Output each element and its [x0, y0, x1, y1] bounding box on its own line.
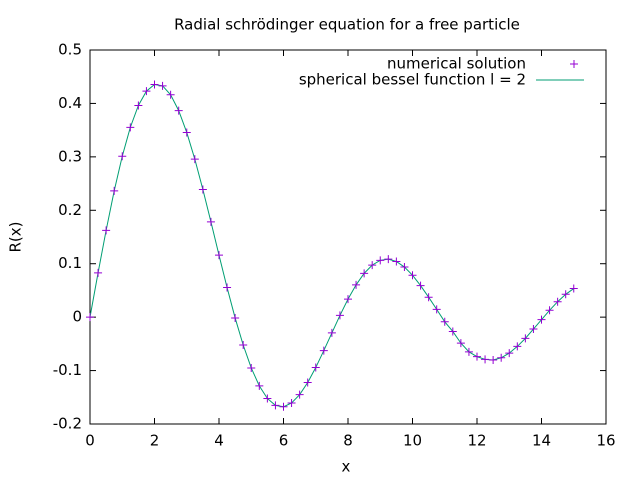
data-point	[505, 349, 514, 358]
data-point	[198, 185, 207, 194]
data-point	[263, 394, 272, 403]
data-point	[360, 269, 369, 278]
data-point	[166, 90, 175, 99]
x-tick-label: 4	[214, 432, 224, 450]
data-point	[400, 263, 409, 272]
legend-label: spherical bessel function l = 2	[299, 71, 526, 89]
data-point	[118, 152, 127, 161]
data-point	[553, 297, 562, 306]
x-axis-label: x	[342, 458, 351, 476]
x-tick-label: 12	[467, 432, 486, 450]
data-point	[247, 363, 256, 372]
data-point	[376, 256, 385, 265]
data-point	[537, 315, 546, 324]
data-point	[569, 284, 578, 293]
data-point	[335, 311, 344, 320]
y-tick-label: -0.1	[53, 361, 82, 379]
data-point	[150, 80, 159, 89]
data-point	[448, 327, 457, 336]
data-point	[456, 339, 465, 348]
data-point	[126, 123, 135, 132]
data-point	[110, 186, 119, 195]
legend-symbol	[570, 60, 578, 68]
y-axis-label: R(x)	[7, 221, 25, 252]
data-point	[239, 341, 248, 350]
data-point	[311, 363, 320, 372]
y-tick-label: 0.3	[58, 147, 82, 165]
data-point	[142, 87, 151, 96]
data-point	[344, 295, 352, 304]
data-point	[440, 317, 449, 326]
data-point	[134, 101, 143, 110]
data-point	[206, 217, 215, 226]
data-point	[190, 155, 199, 164]
data-point	[416, 281, 425, 290]
data-point	[513, 342, 522, 351]
y-tick-label: -0.2	[53, 415, 82, 433]
data-point	[223, 283, 232, 292]
data-point	[473, 352, 481, 361]
data-point	[432, 305, 441, 314]
data-point	[295, 390, 304, 399]
data-point	[182, 128, 191, 137]
data-point	[319, 346, 328, 355]
x-tick-label: 0	[85, 432, 95, 450]
chart-title: Radial schrödinger equation for a free p…	[174, 16, 520, 34]
data-point	[279, 402, 288, 411]
data-point	[521, 334, 530, 343]
y-tick-label: 0	[72, 308, 82, 326]
y-tick-label: 0.2	[58, 201, 82, 219]
plot-border	[89, 49, 607, 425]
data-point	[174, 106, 183, 115]
data-point	[497, 353, 506, 362]
x-tick-label: 16	[596, 432, 615, 450]
x-tick-label: 8	[343, 432, 353, 450]
data-point	[327, 328, 336, 337]
data-point	[271, 401, 280, 410]
data-point	[102, 226, 111, 235]
data-point	[368, 261, 377, 270]
data-point	[529, 325, 538, 334]
x-tick-label: 10	[403, 432, 422, 450]
data-point	[287, 399, 296, 408]
y-tick-label: 0.4	[58, 94, 82, 112]
data-point	[489, 355, 498, 364]
data-point	[158, 81, 167, 90]
data-point	[352, 280, 361, 289]
data-point	[561, 290, 570, 299]
legend-label: numerical solution	[387, 55, 526, 73]
data-point	[215, 251, 223, 260]
data-point	[424, 293, 433, 302]
x-tick-label: 14	[532, 432, 551, 450]
x-tick-label: 6	[279, 432, 289, 450]
data-point	[464, 347, 473, 356]
data-point	[303, 378, 312, 387]
data-point	[94, 268, 103, 277]
data-point	[392, 257, 401, 266]
data-point	[481, 355, 490, 364]
y-tick-label: 0.1	[58, 254, 82, 272]
x-tick-label: 2	[150, 432, 160, 450]
data-point	[255, 381, 264, 390]
data-point	[545, 306, 554, 315]
y-tick-label: 0.5	[58, 41, 82, 59]
data-point	[86, 313, 94, 322]
data-point	[408, 271, 417, 280]
data-point	[231, 313, 240, 322]
data-point	[384, 255, 393, 264]
